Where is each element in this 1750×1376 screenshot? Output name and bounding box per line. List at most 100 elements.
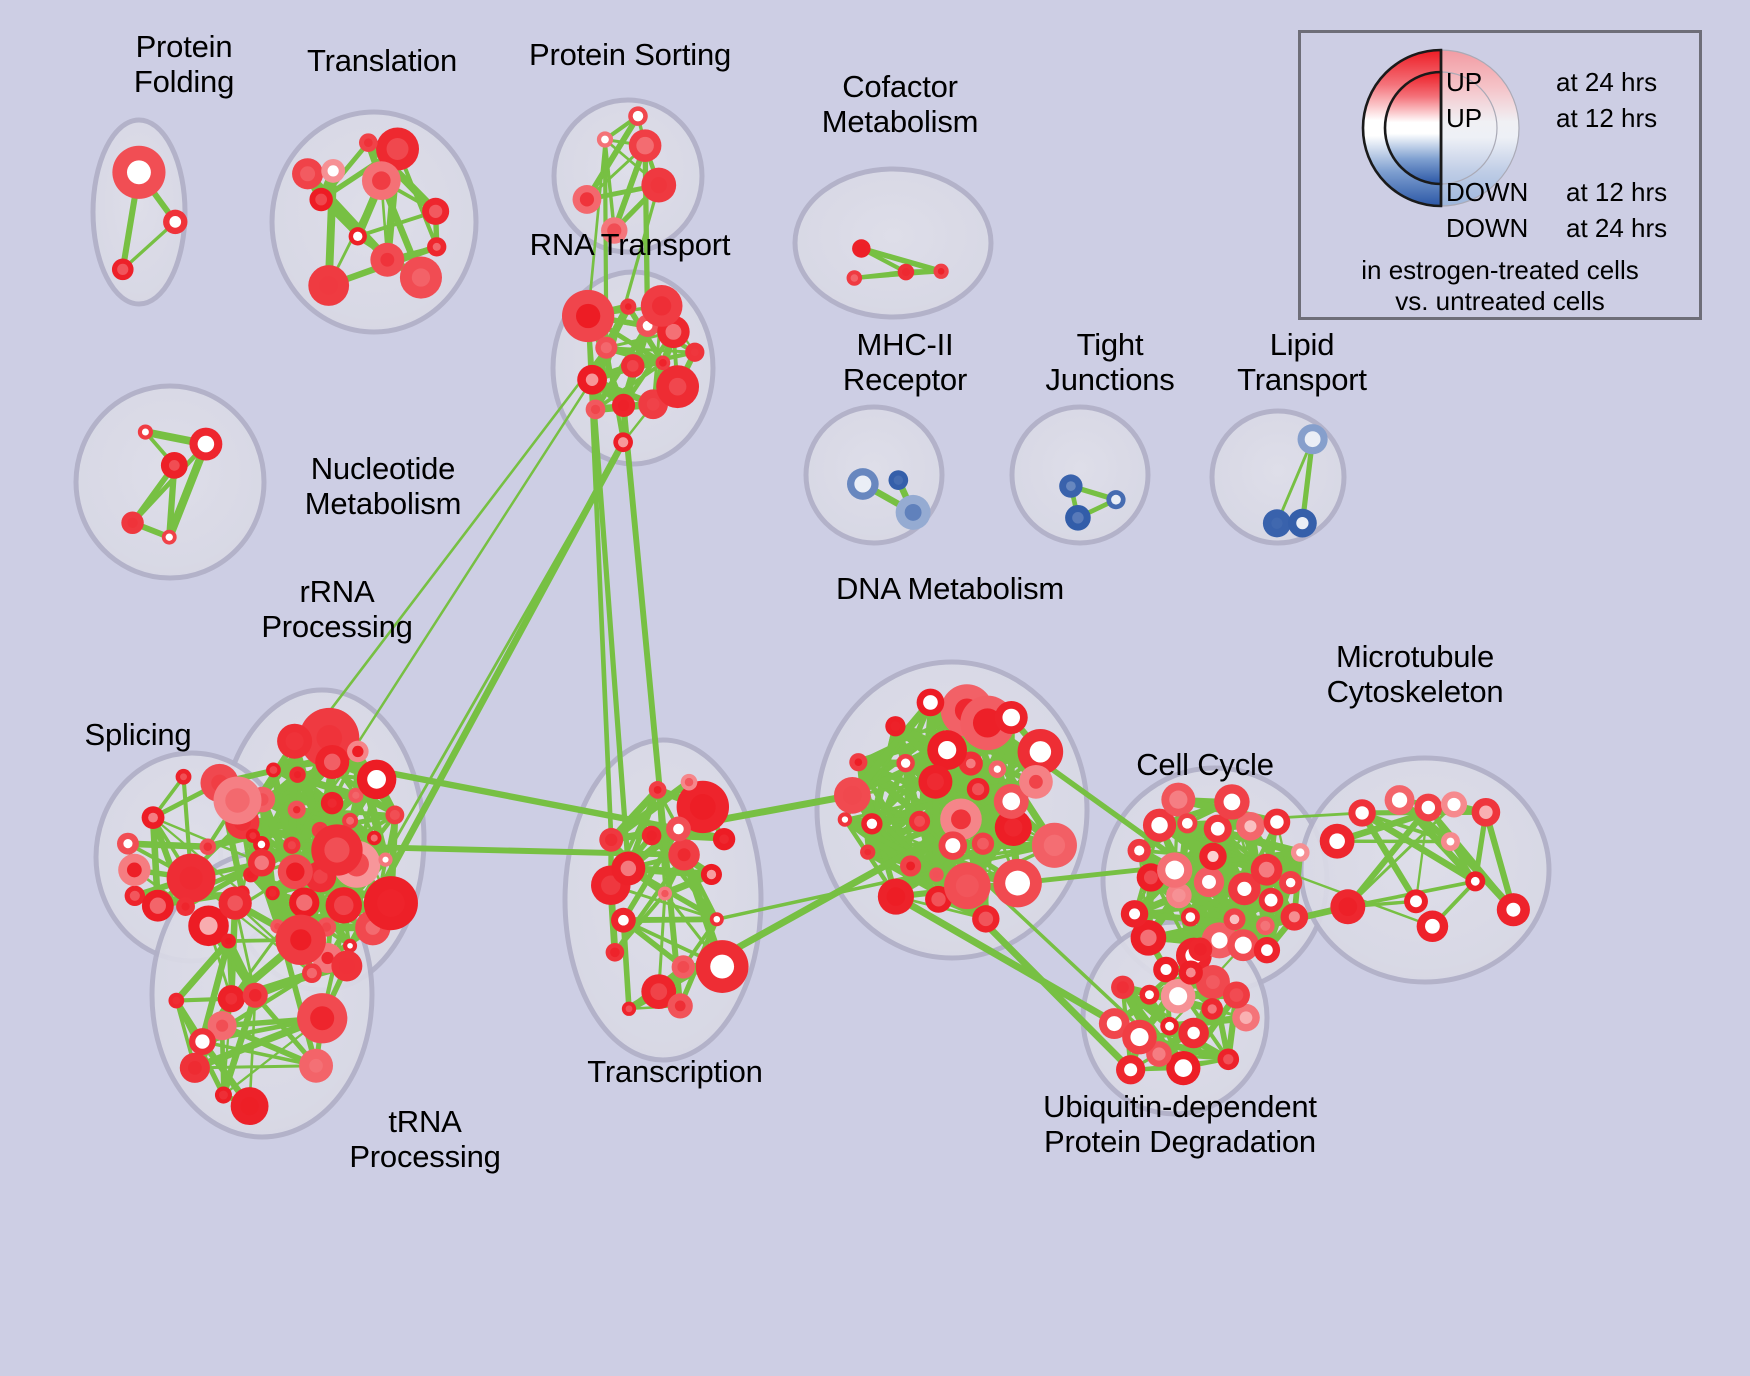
node-inner-disc <box>411 268 431 287</box>
cluster-halo-protein-sorting <box>551 97 705 255</box>
network-node <box>1250 853 1283 886</box>
network-node <box>1157 852 1193 888</box>
node-inner-disc <box>1261 944 1273 956</box>
network-node <box>325 887 362 924</box>
cluster-label-dna-metabolism: DNA Metabolism <box>835 571 1065 606</box>
node-inner-disc <box>195 1034 210 1049</box>
network-node <box>1111 975 1135 999</box>
cluster-label-rrna-processing: rRNA Processing <box>261 574 413 644</box>
node-inner-disc <box>1296 848 1305 857</box>
cluster-label-lipid-transport: Lipid Transport <box>1237 327 1367 397</box>
node-inner-disc <box>914 815 926 827</box>
node-inner-disc <box>377 889 405 918</box>
node-inner-disc <box>955 874 979 898</box>
node-inner-disc <box>931 892 946 907</box>
cluster-label-trna-processing: tRNA Processing <box>349 1104 501 1174</box>
network-node <box>671 955 695 979</box>
cluster-label-tight-junctions: Tight Junctions <box>1045 327 1175 397</box>
node-inner-disc <box>165 533 173 541</box>
node-inner-disc <box>1229 988 1244 1002</box>
network-edge <box>220 991 259 1099</box>
node-inner-disc <box>347 942 353 949</box>
node-inner-disc <box>367 769 386 789</box>
node-inner-disc <box>854 475 872 493</box>
network-node <box>1178 960 1203 985</box>
node-inner-disc <box>1185 912 1196 922</box>
node-inner-disc <box>1270 815 1284 829</box>
network-node <box>141 889 174 922</box>
network-node <box>620 298 637 315</box>
network-node <box>112 145 166 199</box>
node-inner-disc <box>1410 895 1422 908</box>
network-node <box>287 800 306 819</box>
node-inner-disc <box>684 777 694 787</box>
network-node <box>1139 984 1160 1005</box>
node-inner-disc <box>323 753 341 771</box>
network-node <box>141 806 165 830</box>
node-inner-disc <box>315 193 328 206</box>
network-node <box>277 854 313 890</box>
network-edge <box>1360 811 1453 844</box>
network-node <box>1227 929 1260 962</box>
network-node <box>230 1087 269 1126</box>
node-inner-disc <box>285 732 304 751</box>
node-inner-disc <box>1223 793 1241 811</box>
node-inner-disc <box>382 856 389 863</box>
network-node <box>655 355 671 371</box>
node-inner-disc <box>1106 1016 1122 1032</box>
network-edge <box>241 834 255 894</box>
network-edge <box>620 917 632 1012</box>
node-inner-disc <box>1187 1026 1200 1040</box>
node-inner-disc <box>850 274 859 282</box>
node-inner-disc <box>1338 897 1358 917</box>
network-node <box>1330 889 1366 925</box>
network-node <box>348 787 364 803</box>
network-node <box>585 399 606 420</box>
network-node <box>176 897 195 916</box>
network-node <box>1130 920 1167 956</box>
cluster-label-rna-transport: RNA Transport <box>529 227 731 262</box>
network-node <box>213 776 262 825</box>
node-inner-disc <box>1296 516 1309 530</box>
node-inner-disc <box>432 242 441 251</box>
network-node <box>933 263 949 279</box>
network-bridge-edge <box>346 438 627 950</box>
node-inner-disc <box>1169 790 1188 809</box>
network-node <box>199 838 216 855</box>
network-node <box>1465 871 1486 892</box>
node-inner-disc <box>428 204 443 219</box>
node-inner-disc <box>706 869 717 880</box>
node-inner-disc <box>249 832 257 840</box>
node-inner-disc <box>977 837 989 850</box>
node-inner-disc <box>668 377 687 396</box>
node-inner-disc <box>926 773 944 791</box>
node-inner-disc <box>363 138 373 147</box>
legend-up-24-label: UP <box>1446 67 1483 97</box>
network-node <box>1177 813 1198 834</box>
node-inner-disc <box>1425 918 1440 934</box>
cluster-label-cell-cycle: Cell Cycle <box>1136 747 1274 782</box>
node-inner-disc <box>126 862 142 878</box>
network-edge <box>852 269 909 281</box>
network-edge <box>858 245 944 275</box>
node-inner-disc <box>227 895 243 911</box>
node-inner-disc <box>197 435 215 453</box>
node-inner-disc <box>389 809 400 820</box>
node-inner-disc <box>1151 817 1168 834</box>
network-node <box>1214 784 1250 820</box>
network-node <box>160 451 188 479</box>
network-node <box>347 740 369 763</box>
cluster-label-cofactor-metabolism: Cofactor Metabolism <box>821 69 979 139</box>
network-node <box>628 129 662 162</box>
node-inner-disc <box>900 758 911 768</box>
network-node <box>695 940 749 993</box>
network-node <box>367 830 382 846</box>
node-inner-disc <box>1506 902 1521 917</box>
node-inner-disc <box>1130 1028 1149 1047</box>
node-inner-disc <box>1043 834 1066 857</box>
node-inner-disc <box>352 791 360 799</box>
node-inner-disc <box>321 922 332 932</box>
network-node <box>1166 882 1192 909</box>
network-edge <box>193 1064 318 1070</box>
node-inner-disc <box>1479 805 1493 820</box>
